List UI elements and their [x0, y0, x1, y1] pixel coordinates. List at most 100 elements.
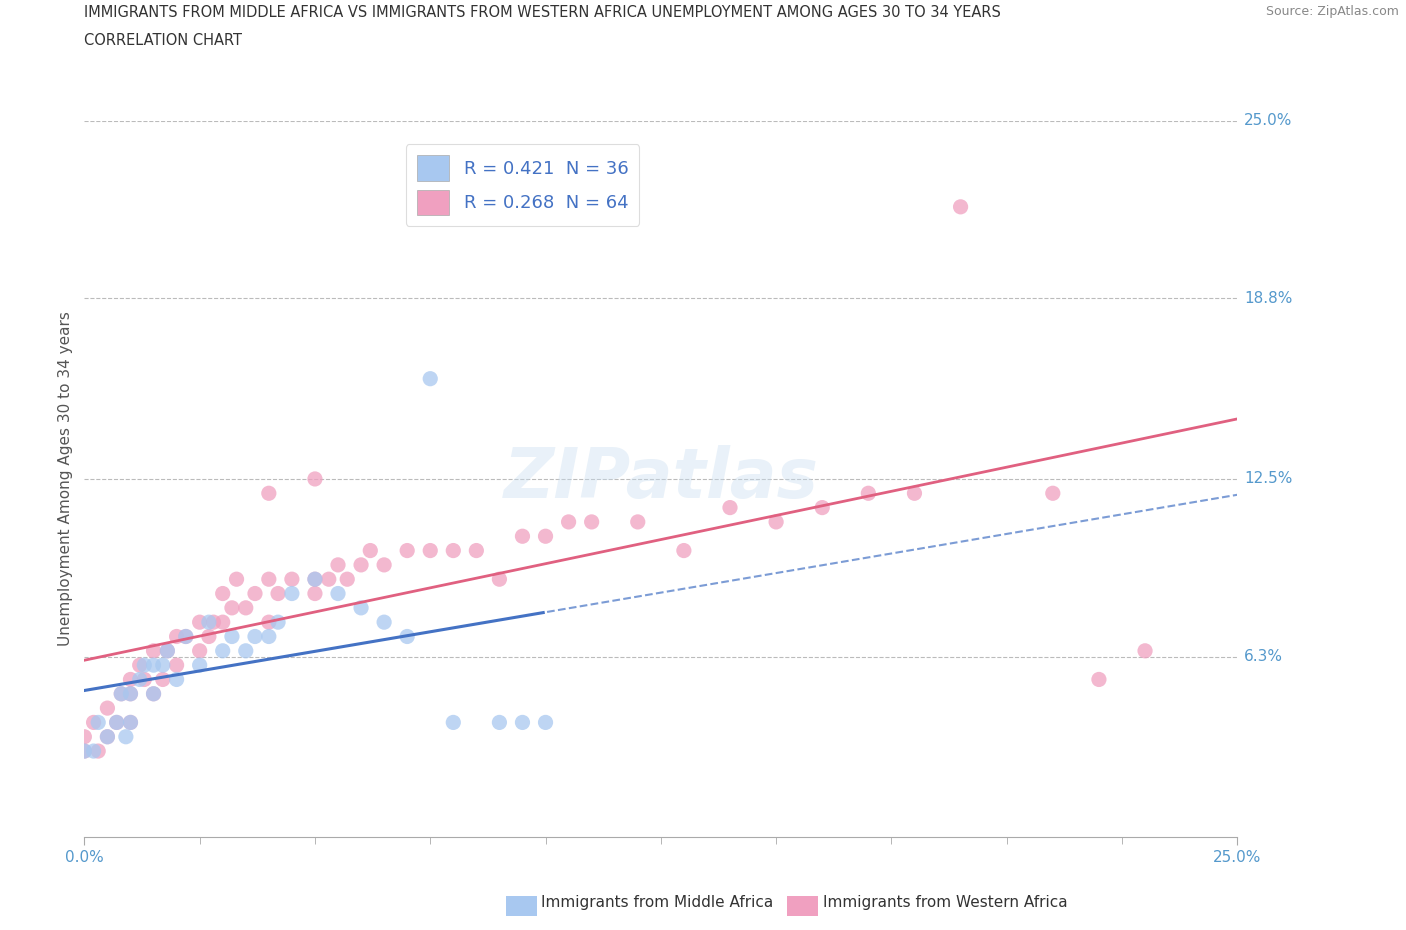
- Text: Source: ZipAtlas.com: Source: ZipAtlas.com: [1265, 5, 1399, 18]
- Point: [120, 715, 142, 730]
- Point: [105, 715, 128, 730]
- Point: [202, 615, 225, 630]
- Point: [96, 729, 118, 744]
- Point: [243, 586, 266, 601]
- Point: [267, 615, 290, 630]
- Point: [765, 514, 787, 529]
- Point: [512, 529, 534, 544]
- Text: 25.0%: 25.0%: [1244, 113, 1292, 128]
- Point: [304, 472, 326, 486]
- Text: 12.5%: 12.5%: [1244, 472, 1292, 486]
- Point: [83, 715, 105, 730]
- Point: [188, 615, 211, 630]
- Text: Immigrants from Western Africa: Immigrants from Western Africa: [823, 895, 1067, 910]
- Y-axis label: Unemployment Among Ages 30 to 34 years: Unemployment Among Ages 30 to 34 years: [58, 312, 73, 646]
- Point: [120, 686, 142, 701]
- Point: [73, 729, 96, 744]
- Point: [257, 572, 280, 587]
- Point: [718, 500, 741, 515]
- Point: [350, 601, 373, 616]
- Point: [441, 715, 464, 730]
- Point: [534, 529, 557, 544]
- Point: [336, 572, 359, 587]
- Point: [134, 672, 156, 687]
- Point: [257, 629, 280, 644]
- Point: [396, 629, 419, 644]
- Point: [83, 744, 105, 759]
- Point: [557, 514, 579, 529]
- Point: [120, 672, 142, 687]
- Point: [142, 686, 165, 701]
- Legend: R = 0.421  N = 36, R = 0.268  N = 64: R = 0.421 N = 36, R = 0.268 N = 64: [406, 144, 640, 226]
- Point: [198, 629, 221, 644]
- Point: [811, 500, 834, 515]
- Point: [174, 629, 197, 644]
- Point: [419, 371, 441, 386]
- Point: [110, 686, 132, 701]
- Point: [166, 672, 188, 687]
- Point: [373, 557, 395, 572]
- Text: IMMIGRANTS FROM MIDDLE AFRICA VS IMMIGRANTS FROM WESTERN AFRICA UNEMPLOYMENT AMO: IMMIGRANTS FROM MIDDLE AFRICA VS IMMIGRA…: [84, 5, 1001, 20]
- Point: [359, 543, 381, 558]
- Point: [110, 686, 132, 701]
- Point: [152, 672, 174, 687]
- Point: [134, 658, 156, 672]
- Point: [257, 615, 280, 630]
- Point: [174, 629, 197, 644]
- Text: Immigrants from Middle Africa: Immigrants from Middle Africa: [541, 895, 773, 910]
- Point: [281, 586, 304, 601]
- Point: [373, 615, 395, 630]
- Point: [858, 485, 880, 500]
- Point: [156, 644, 179, 658]
- Point: [120, 715, 142, 730]
- Text: 18.8%: 18.8%: [1244, 291, 1292, 306]
- Point: [257, 485, 280, 500]
- Point: [903, 485, 925, 500]
- Point: [142, 644, 165, 658]
- Point: [534, 715, 557, 730]
- Point: [1042, 485, 1064, 500]
- Point: [235, 644, 257, 658]
- Point: [128, 672, 150, 687]
- Point: [188, 644, 211, 658]
- Point: [152, 658, 174, 672]
- Point: [304, 572, 326, 587]
- Point: [87, 715, 110, 730]
- Point: [581, 514, 603, 529]
- Point: [211, 615, 233, 630]
- Point: [235, 601, 257, 616]
- Point: [304, 572, 326, 587]
- Point: [488, 572, 510, 587]
- Point: [243, 629, 266, 644]
- Point: [120, 686, 142, 701]
- Text: 6.3%: 6.3%: [1244, 649, 1284, 664]
- Point: [350, 557, 373, 572]
- Point: [281, 572, 304, 587]
- Point: [419, 543, 441, 558]
- Point: [166, 658, 188, 672]
- Point: [304, 586, 326, 601]
- Point: [87, 744, 110, 759]
- Point: [465, 543, 488, 558]
- Point: [128, 658, 150, 672]
- Point: [211, 586, 233, 601]
- Point: [156, 644, 179, 658]
- Text: ZIPatlas: ZIPatlas: [503, 445, 818, 512]
- Point: [1088, 672, 1111, 687]
- Point: [73, 744, 96, 759]
- Point: [1133, 644, 1156, 658]
- Point: [512, 715, 534, 730]
- Point: [949, 199, 972, 214]
- Point: [188, 658, 211, 672]
- Point: [627, 514, 650, 529]
- Point: [225, 572, 247, 587]
- Point: [326, 557, 349, 572]
- Point: [441, 543, 464, 558]
- Point: [198, 615, 221, 630]
- Point: [221, 601, 243, 616]
- Point: [672, 543, 695, 558]
- Text: CORRELATION CHART: CORRELATION CHART: [84, 33, 242, 47]
- Point: [166, 629, 188, 644]
- Point: [96, 700, 118, 715]
- Point: [115, 729, 138, 744]
